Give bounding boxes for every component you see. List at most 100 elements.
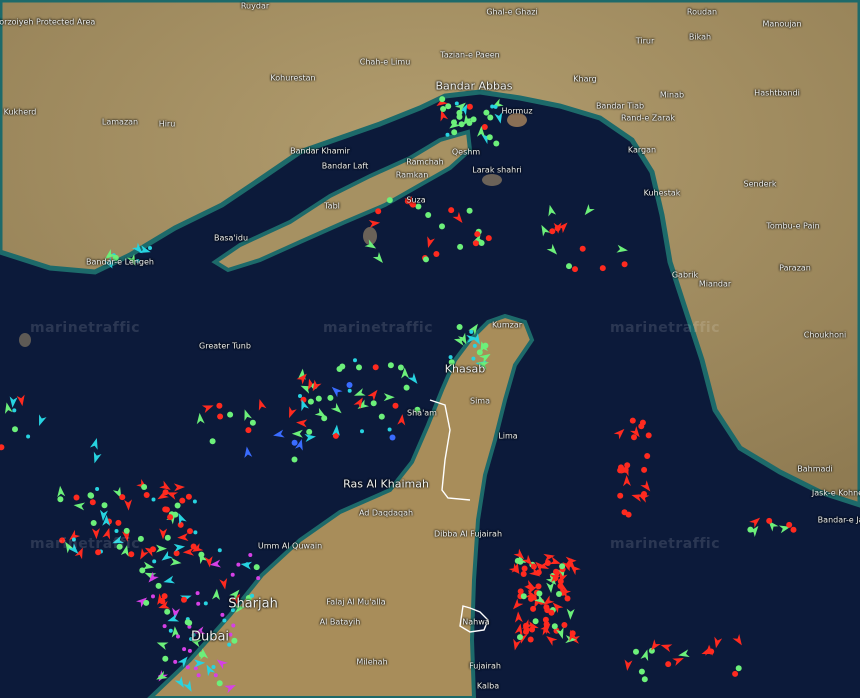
anchored-vessel-marker[interactable] [440,106,447,112]
underway-vessel-marker[interactable] [193,659,206,668]
anchored-vessel-marker[interactable] [162,506,169,513]
anchored-vessel-marker[interactable] [474,231,481,238]
anchored-vessel-marker[interactable] [182,647,187,652]
underway-vessel-marker[interactable] [545,574,559,588]
underway-vessel-marker[interactable] [155,490,169,502]
anchored-vessel-marker[interactable] [231,637,238,644]
anchored-vessel-marker[interactable] [624,462,631,469]
anchored-vessel-marker[interactable] [766,517,773,524]
underway-vessel-marker[interactable] [629,426,643,440]
underway-vessel-marker[interactable] [224,681,237,694]
underway-vessel-marker[interactable] [525,589,538,601]
underway-vessel-marker[interactable] [214,656,228,670]
anchored-vessel-marker[interactable] [483,109,490,116]
underway-vessel-marker[interactable] [677,649,690,659]
underway-vessel-marker[interactable] [229,587,242,601]
anchored-vessel-marker[interactable] [119,494,126,501]
anchored-vessel-marker[interactable] [639,419,646,426]
anchored-vessel-marker[interactable] [559,563,566,570]
anchored-vessel-marker[interactable] [375,208,382,215]
underway-vessel-marker[interactable] [457,332,470,346]
anchored-vessel-marker[interactable] [425,212,432,218]
anchored-vessel-marker[interactable] [115,519,122,526]
underway-vessel-marker[interactable] [240,560,253,570]
anchored-vessel-marker[interactable] [414,406,421,413]
underway-vessel-marker[interactable] [648,639,661,653]
anchored-vessel-marker[interactable] [307,398,314,405]
anchored-vessel-marker[interactable] [735,665,742,672]
underway-vessel-marker[interactable] [120,544,131,557]
underway-vessel-marker[interactable] [541,595,555,608]
anchored-vessel-marker[interactable] [472,343,477,348]
anchored-vessel-marker[interactable] [73,494,80,501]
underway-vessel-marker[interactable] [460,113,473,128]
underway-vessel-marker[interactable] [401,367,410,379]
underway-vessel-marker[interactable] [471,333,483,347]
anchored-vessel-marker[interactable] [786,521,793,528]
anchored-vessel-marker[interactable] [195,591,200,596]
underway-vessel-marker[interactable] [613,426,627,440]
underway-vessel-marker[interactable] [616,244,628,255]
underway-vessel-marker[interactable] [364,239,379,252]
anchored-vessel-marker[interactable] [306,428,313,435]
underway-vessel-marker[interactable] [622,475,631,487]
anchored-vessel-marker[interactable] [228,632,233,637]
underway-vessel-marker[interactable] [173,542,186,552]
underway-vessel-marker[interactable] [536,561,550,572]
underway-vessel-marker[interactable] [477,125,486,138]
underway-vessel-marker[interactable] [534,593,548,607]
anchored-vessel-marker[interactable] [569,630,576,637]
anchored-vessel-marker[interactable] [481,124,488,130]
anchored-vessel-marker[interactable] [549,228,556,235]
anchored-vessel-marker[interactable] [336,366,343,372]
underway-vessel-marker[interactable] [102,249,116,262]
underway-vessel-marker[interactable] [659,641,673,653]
anchored-vessel-marker[interactable] [370,400,377,407]
underway-vessel-marker[interactable] [169,557,182,567]
anchored-vessel-marker[interactable] [101,502,108,509]
anchored-vessel-marker[interactable] [532,618,539,625]
anchored-vessel-marker[interactable] [332,432,339,439]
underway-vessel-marker[interactable] [146,571,159,586]
underway-vessel-marker[interactable] [56,485,66,498]
anchored-vessel-marker[interactable] [458,121,465,128]
anchored-vessel-marker[interactable] [216,680,223,687]
underway-vessel-marker[interactable] [138,245,152,256]
anchored-vessel-marker[interactable] [26,434,31,439]
underway-vessel-marker[interactable] [513,548,527,562]
underway-vessel-marker[interactable] [510,598,524,613]
underway-vessel-marker[interactable] [8,396,18,408]
anchored-vessel-marker[interactable] [403,384,410,391]
anchored-vessel-marker[interactable] [71,537,76,542]
anchored-vessel-marker[interactable] [155,582,162,589]
anchored-vessel-marker[interactable] [486,134,493,141]
anchored-vessel-marker[interactable] [641,676,648,683]
anchored-vessel-marker[interactable] [445,103,452,110]
underway-vessel-marker[interactable] [171,607,181,620]
underway-vessel-marker[interactable] [304,433,316,442]
anchored-vessel-marker[interactable] [184,619,191,626]
underway-vessel-marker[interactable] [155,639,169,650]
underway-vessel-marker[interactable] [314,407,329,421]
anchored-vessel-marker[interactable] [451,129,458,136]
anchored-vessel-marker[interactable] [520,571,527,577]
underway-vessel-marker[interactable] [135,594,150,608]
underway-vessel-marker[interactable] [193,626,206,637]
anchored-vessel-marker[interactable] [487,114,494,121]
anchored-vessel-marker[interactable] [641,466,648,473]
anchored-vessel-marker[interactable] [456,109,463,116]
underway-vessel-marker[interactable] [201,402,215,414]
underway-vessel-marker[interactable] [748,523,761,538]
anchored-vessel-marker[interactable] [177,521,184,528]
underway-vessel-marker[interactable] [372,251,386,266]
anchored-vessel-marker[interactable] [621,261,628,268]
underway-vessel-marker[interactable] [514,611,523,623]
anchored-vessel-marker[interactable] [535,583,542,590]
underway-vessel-marker[interactable] [546,204,557,217]
anchored-vessel-marker[interactable] [0,444,5,451]
underway-vessel-marker[interactable] [636,491,650,503]
anchored-vessel-marker[interactable] [397,364,404,371]
anchored-vessel-marker[interactable] [143,599,150,606]
anchored-vessel-marker[interactable] [625,511,632,518]
anchored-vessel-marker[interactable] [448,207,455,214]
